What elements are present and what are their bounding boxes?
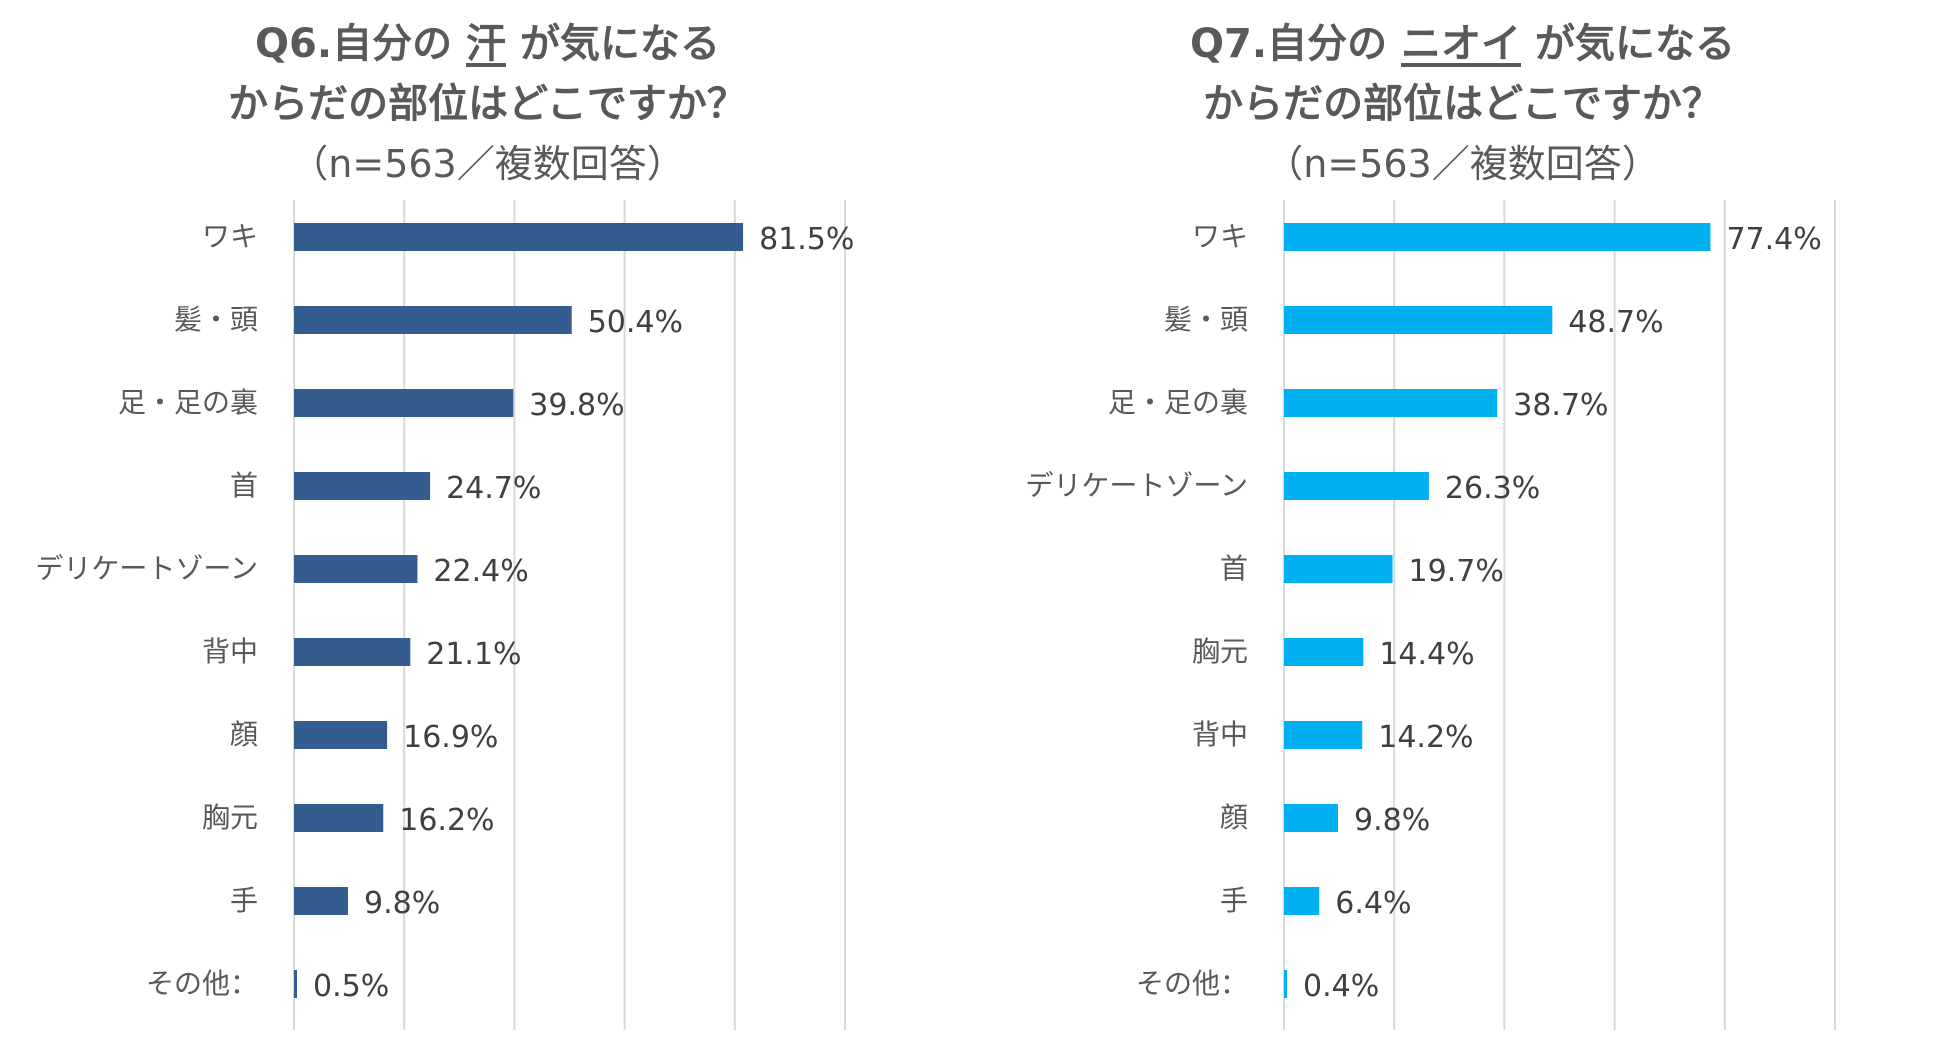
bar <box>1284 555 1393 583</box>
category-label: 胸元 <box>1192 635 1248 668</box>
category-label: その他： <box>1136 967 1248 1000</box>
value-label: 21.1% <box>426 637 521 672</box>
category-label: 髪・頭 <box>1164 303 1248 336</box>
bar <box>1284 970 1287 998</box>
chart-panel-odor: Q7.自分の ニオイ が気になる からだの部位はどこですか？ （n=563／複数… <box>975 0 1950 1057</box>
value-label: 9.8% <box>364 886 440 921</box>
title-highlight: ニオイ <box>1401 21 1522 67</box>
title-suffix: が気になる <box>1534 21 1735 67</box>
category-label: 手 <box>230 884 258 917</box>
value-label: 39.8% <box>529 388 624 423</box>
category-label: デリケートゾーン <box>1025 469 1248 502</box>
title-highlight: 汗 <box>466 21 507 67</box>
value-label: 14.4% <box>1379 637 1474 672</box>
bar <box>294 223 744 251</box>
bar <box>294 306 572 334</box>
value-label: 14.2% <box>1378 720 1473 755</box>
value-label: 22.4% <box>433 554 528 589</box>
bar <box>294 887 348 915</box>
category-label: 手 <box>1220 884 1248 917</box>
value-label: 0.5% <box>313 969 389 1004</box>
bar <box>294 389 514 417</box>
category-label: ワキ <box>202 220 258 253</box>
bar <box>1284 306 1553 334</box>
bar-chart-odor: ワキ 77.4% 髪・頭 48.7% 足・足の裏 38.7% デリケートゾーン 26.3% 首 1… <box>1025 200 1836 1030</box>
bar <box>1284 887 1320 915</box>
category-label: ワキ <box>1192 220 1248 253</box>
category-label: デリケートゾーン <box>35 552 258 585</box>
value-label: 48.7% <box>1568 305 1663 340</box>
bar <box>1284 472 1429 500</box>
value-label: 9.8% <box>1354 803 1430 838</box>
chart-title-sweat: Q6.自分の 汗 が気になる からだの部位はどこですか？ （n=563／複数回答… <box>0 14 975 194</box>
value-label: 16.2% <box>399 803 494 838</box>
category-label: 首 <box>1220 552 1248 585</box>
category-label: 顔 <box>1220 801 1248 834</box>
title-sample: （n=563／複数回答） <box>1265 142 1660 186</box>
category-label: 背中 <box>202 635 258 668</box>
bar-chart-sweat: ワキ 81.5% 髪・頭 50.4% 足・足の裏 39.8% 首 24.7% デリケートゾーン 2… <box>35 200 854 1030</box>
value-label: 0.4% <box>1303 969 1379 1004</box>
bar <box>294 804 384 832</box>
value-label: 26.3% <box>1445 471 1540 506</box>
category-label: 背中 <box>1192 718 1248 751</box>
title-prefix: Q6.自分の <box>255 21 453 67</box>
bar <box>1284 389 1498 417</box>
bar <box>294 472 431 500</box>
title-line2: からだの部位はどこですか？ <box>1203 81 1722 127</box>
category-label: 首 <box>230 469 258 502</box>
category-label: 顔 <box>230 718 258 751</box>
title-suffix: が気になる <box>519 21 720 67</box>
bar <box>294 555 418 583</box>
value-label: 19.7% <box>1409 554 1504 589</box>
bar <box>1284 638 1364 666</box>
chart-panel-sweat: Q6.自分の 汗 が気になる からだの部位はどこですか？ （n=563／複数回答… <box>0 14 975 1030</box>
category-label: その他： <box>146 967 258 1000</box>
value-label: 6.4% <box>1335 886 1411 921</box>
bar <box>294 970 297 998</box>
title-sample: （n=563／複数回答） <box>290 142 685 186</box>
bar <box>1284 804 1338 832</box>
value-label: 77.4% <box>1726 222 1821 257</box>
value-label: 81.5% <box>759 222 854 257</box>
category-label: 足・足の裏 <box>118 386 258 419</box>
value-label: 38.7% <box>1513 388 1608 423</box>
bar <box>294 638 411 666</box>
category-label: 髪・頭 <box>174 303 258 336</box>
bar <box>294 721 388 749</box>
bar <box>1284 223 1711 251</box>
value-label: 50.4% <box>588 305 683 340</box>
chart-title-odor: Q7.自分の ニオイ が気になる からだの部位はどこですか？ （n=563／複数… <box>975 14 1950 194</box>
category-label: 足・足の裏 <box>1108 386 1248 419</box>
bar <box>1284 721 1363 749</box>
title-line2: からだの部位はどこですか？ <box>228 81 747 127</box>
title-prefix: Q7.自分の <box>1190 21 1388 67</box>
value-label: 16.9% <box>403 720 498 755</box>
category-label: 胸元 <box>202 801 258 834</box>
value-label: 24.7% <box>446 471 541 506</box>
